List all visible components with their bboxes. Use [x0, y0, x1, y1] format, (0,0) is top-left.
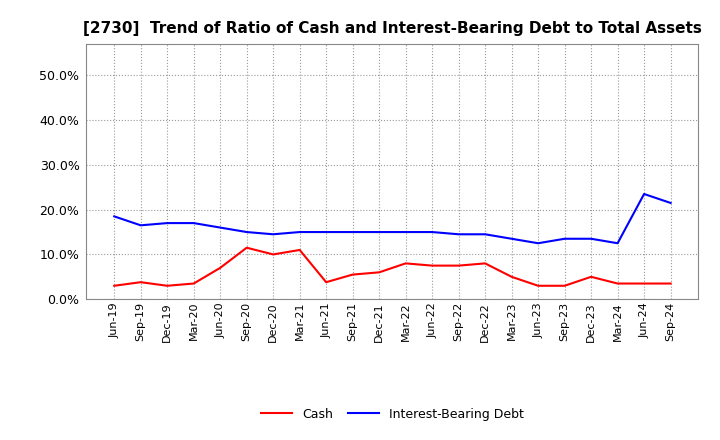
Interest-Bearing Debt — [534, 241, 542, 246]
Interest-Bearing Debt — [666, 200, 675, 205]
Interest-Bearing Debt — [454, 231, 463, 237]
Cash — [534, 283, 542, 288]
Interest-Bearing Debt — [401, 229, 410, 235]
Interest-Bearing Debt — [560, 236, 569, 242]
Line: Cash: Cash — [114, 248, 670, 286]
Legend: Cash, Interest-Bearing Debt: Cash, Interest-Bearing Debt — [256, 403, 529, 425]
Interest-Bearing Debt — [322, 229, 330, 235]
Interest-Bearing Debt — [216, 225, 225, 230]
Interest-Bearing Debt — [640, 191, 649, 197]
Interest-Bearing Debt — [587, 236, 595, 242]
Interest-Bearing Debt — [189, 220, 198, 226]
Cash — [295, 247, 304, 253]
Interest-Bearing Debt — [428, 229, 436, 235]
Cash — [401, 261, 410, 266]
Interest-Bearing Debt — [295, 229, 304, 235]
Cash — [481, 261, 490, 266]
Interest-Bearing Debt — [508, 236, 516, 242]
Cash — [216, 265, 225, 271]
Interest-Bearing Debt — [481, 231, 490, 237]
Interest-Bearing Debt — [613, 241, 622, 246]
Cash — [666, 281, 675, 286]
Interest-Bearing Debt — [269, 231, 277, 237]
Cash — [508, 274, 516, 279]
Interest-Bearing Debt — [348, 229, 357, 235]
Interest-Bearing Debt — [136, 223, 145, 228]
Interest-Bearing Debt — [110, 214, 119, 219]
Cash — [375, 270, 384, 275]
Cash — [163, 283, 171, 288]
Title: [2730]  Trend of Ratio of Cash and Interest-Bearing Debt to Total Assets: [2730] Trend of Ratio of Cash and Intere… — [83, 21, 702, 36]
Cash — [189, 281, 198, 286]
Line: Interest-Bearing Debt: Interest-Bearing Debt — [114, 194, 670, 243]
Interest-Bearing Debt — [163, 220, 171, 226]
Interest-Bearing Debt — [243, 229, 251, 235]
Cash — [243, 245, 251, 250]
Cash — [560, 283, 569, 288]
Cash — [587, 274, 595, 279]
Cash — [269, 252, 277, 257]
Interest-Bearing Debt — [375, 229, 384, 235]
Cash — [322, 279, 330, 285]
Cash — [428, 263, 436, 268]
Cash — [613, 281, 622, 286]
Cash — [110, 283, 119, 288]
Cash — [136, 279, 145, 285]
Cash — [640, 281, 649, 286]
Cash — [348, 272, 357, 277]
Cash — [454, 263, 463, 268]
